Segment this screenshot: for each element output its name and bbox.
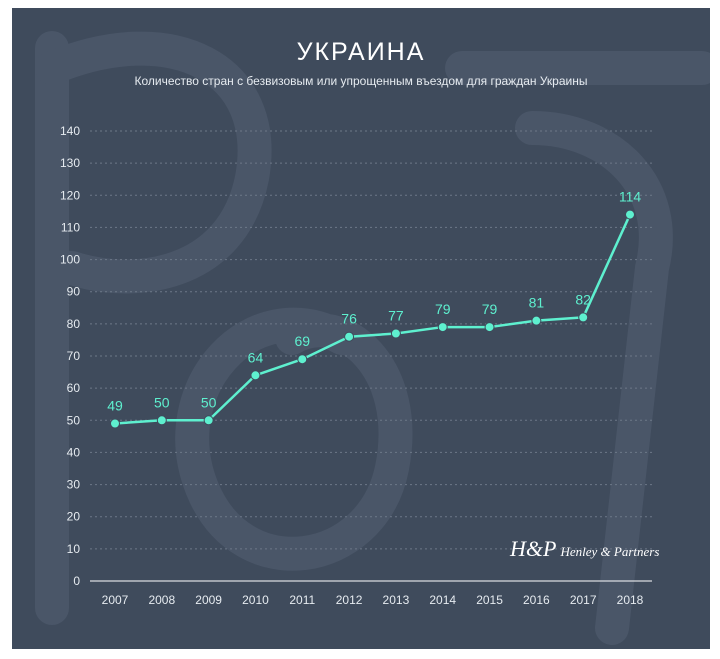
x-tick-label: 2018 xyxy=(617,593,644,607)
data-point xyxy=(156,415,167,426)
data-point xyxy=(297,354,308,365)
data-point xyxy=(344,331,355,342)
data-point xyxy=(110,418,120,429)
data-label: 64 xyxy=(248,349,264,365)
background-watermark xyxy=(35,31,710,645)
data-point xyxy=(625,209,635,220)
x-tick-label: 2017 xyxy=(570,593,597,607)
logo-mark: H&P xyxy=(510,536,557,561)
logo-name: Henley & Partners xyxy=(560,544,660,559)
y-tick-label: 50 xyxy=(67,413,81,427)
data-label: 69 xyxy=(294,333,310,349)
y-tick-label: 110 xyxy=(61,220,80,234)
x-tick-label: 2009 xyxy=(195,593,222,607)
x-tick-label: 2011 xyxy=(289,593,315,607)
x-tick-label: 2010 xyxy=(242,593,269,607)
x-tick-label: 2008 xyxy=(148,593,175,607)
data-point xyxy=(250,370,261,381)
y-tick-label: 30 xyxy=(67,478,81,492)
y-tick-label: 90 xyxy=(67,285,81,299)
y-tick-label: 140 xyxy=(60,124,80,138)
page-title: УКРАИНА xyxy=(296,38,426,66)
data-label: 79 xyxy=(435,301,451,317)
data-point xyxy=(578,312,589,323)
series-line xyxy=(114,214,632,425)
x-tick-label: 2012 xyxy=(336,593,363,607)
y-tick-label: 40 xyxy=(67,445,81,459)
x-tick-label: 2014 xyxy=(429,593,456,607)
x-tick-label: 2016 xyxy=(523,593,550,607)
data-label: 79 xyxy=(482,301,498,317)
data-point xyxy=(531,315,542,326)
y-tick-label: 130 xyxy=(60,156,80,170)
chart-subtitle: Количество стран с безвизовым или упроще… xyxy=(134,74,588,88)
y-tick-label: 10 xyxy=(67,542,81,556)
data-label: 76 xyxy=(341,311,357,327)
x-tick-label: 2007 xyxy=(102,593,129,607)
y-tick-label: 120 xyxy=(60,188,80,202)
data-point xyxy=(437,322,448,333)
data-label: 82 xyxy=(575,291,591,307)
x-tick-label: 2015 xyxy=(476,593,503,607)
x-tick-label: 2013 xyxy=(383,593,410,607)
henley-partners-logo: H&P Henley & Partners xyxy=(510,536,659,562)
chart-panel: УКРАИНА Количество стран с безвизовым ил… xyxy=(12,8,710,649)
y-tick-label: 100 xyxy=(60,253,80,267)
data-label: 114 xyxy=(619,189,642,205)
y-tick-label: 60 xyxy=(67,381,81,395)
data-label: 77 xyxy=(388,308,404,324)
y-tick-label: 80 xyxy=(67,317,81,331)
data-label: 50 xyxy=(201,394,217,410)
y-tick-label: 70 xyxy=(67,349,81,363)
y-tick-label: 0 xyxy=(73,574,80,588)
data-label: 81 xyxy=(529,295,545,311)
data-label: 50 xyxy=(154,394,170,410)
data-label: 49 xyxy=(107,398,123,414)
y-tick-label: 20 xyxy=(67,510,81,524)
data-point xyxy=(203,415,214,426)
data-point xyxy=(390,328,401,339)
data-point xyxy=(484,322,495,333)
line-chart: 0 10 20 30 40 50 60 70 80 90 100 110 120 130 140 2007 20… xyxy=(60,124,652,607)
